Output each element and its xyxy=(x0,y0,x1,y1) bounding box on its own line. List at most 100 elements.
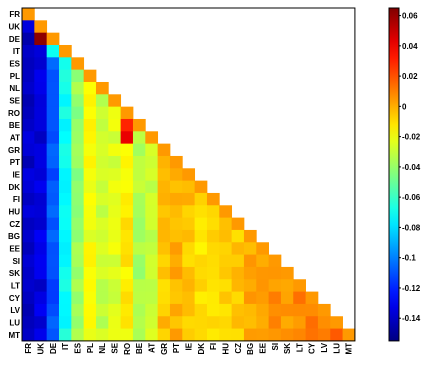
heatmap-cell xyxy=(182,328,196,342)
heatmap-cell xyxy=(46,69,60,83)
heatmap-cell xyxy=(83,254,97,268)
heatmap-cell xyxy=(169,229,183,243)
heatmap-cell xyxy=(219,242,233,255)
heatmap-cell xyxy=(120,143,134,157)
heatmap-cell xyxy=(132,316,146,329)
heatmap-cell xyxy=(34,266,48,280)
heatmap-cell xyxy=(169,254,183,268)
heatmap-cell xyxy=(330,316,343,329)
heatmap-cell xyxy=(132,131,146,145)
heatmap-cell xyxy=(46,266,60,280)
heatmap-cell xyxy=(95,316,109,329)
heatmap-cell xyxy=(22,217,35,231)
heatmap-cell xyxy=(22,279,35,292)
heatmap-cell xyxy=(34,279,48,292)
y-tick-label: NL xyxy=(9,84,20,93)
heatmap-cell xyxy=(71,316,85,329)
heatmap-cell xyxy=(169,205,183,219)
heatmap-cell xyxy=(206,303,220,317)
heatmap-cell xyxy=(256,254,269,268)
heatmap-cell xyxy=(108,143,122,157)
heatmap-cell xyxy=(120,192,134,206)
heatmap-cell xyxy=(22,155,35,169)
heatmap-cell xyxy=(95,155,109,169)
heatmap-cell xyxy=(108,303,122,317)
heatmap-cell xyxy=(182,266,196,280)
x-tick-labels: FR UK DE IT ES PL NL SE RO BE AT GR PT IE DK FI HU CZ BG EE… xyxy=(24,342,354,355)
heatmap-cell xyxy=(206,316,220,329)
heatmap-cell xyxy=(95,279,109,292)
heatmap-cell xyxy=(46,57,60,71)
heatmap-cell xyxy=(83,266,97,280)
heatmap-cell xyxy=(182,254,196,268)
heatmap-cell xyxy=(34,303,48,317)
heatmap-cell xyxy=(34,94,48,108)
heatmap-cell xyxy=(83,316,97,329)
heatmap-cell xyxy=(231,328,245,342)
heatmap-cell xyxy=(243,291,257,305)
y-tick-label: CZ xyxy=(9,220,20,229)
heatmap-cell xyxy=(34,131,48,145)
heatmap-cell xyxy=(132,217,146,231)
heatmap-cell xyxy=(145,291,159,305)
heatmap-cell xyxy=(22,180,35,194)
heatmap-cell xyxy=(169,291,183,305)
heatmap-cell xyxy=(71,180,85,194)
heatmap-cell xyxy=(46,143,60,157)
heatmap-cell xyxy=(280,266,294,280)
heatmap-cell xyxy=(194,217,208,231)
heatmap-cell xyxy=(330,328,343,342)
heatmap-cell xyxy=(108,192,122,206)
heatmap-cell xyxy=(95,291,109,305)
y-tick-labels: FR UK DE IT ES PL NL SE RO BE AT GR PT IE DK FI HU CZ BG EE… xyxy=(8,10,21,340)
heatmap-cell xyxy=(46,180,60,194)
heatmap-cell xyxy=(22,266,35,280)
heatmap-cell xyxy=(157,279,171,292)
heatmap-cell xyxy=(182,316,196,329)
heatmap-cell xyxy=(243,279,257,292)
heatmap-cell xyxy=(34,328,48,342)
heatmap-cell xyxy=(83,180,97,194)
heatmap-cell xyxy=(34,316,48,329)
heatmap-cell xyxy=(219,279,233,292)
heatmap-cell xyxy=(120,328,134,342)
heatmap-cell xyxy=(58,143,72,157)
heatmap-cell xyxy=(95,106,109,120)
heatmap-cell xyxy=(22,106,35,120)
x-tick-label: ES xyxy=(73,342,82,353)
heatmap-cell xyxy=(95,180,109,194)
heatmap-cell xyxy=(22,44,35,58)
heatmap-cell xyxy=(157,229,171,243)
x-tick-label: HU xyxy=(221,343,230,355)
heatmap-cell xyxy=(243,229,257,243)
y-tick-label: LV xyxy=(10,306,20,315)
heatmap-cell xyxy=(83,192,97,206)
heatmap-cell xyxy=(22,291,35,305)
heatmap-cell xyxy=(157,291,171,305)
heatmap-cell xyxy=(231,303,245,317)
heatmap-cell xyxy=(182,180,196,194)
heatmap-cell xyxy=(95,143,109,157)
heatmap-cell xyxy=(157,217,171,231)
x-tick-label: SI xyxy=(271,343,280,351)
heatmap-cell xyxy=(145,180,159,194)
x-tick-label: CZ xyxy=(234,343,243,354)
heatmap-cell xyxy=(58,254,72,268)
heatmap-cell xyxy=(34,205,48,219)
heatmap-cell xyxy=(71,106,85,120)
heatmap-cell xyxy=(71,69,85,83)
heatmap-cell xyxy=(108,217,122,231)
colorbar-tick-label: -0.14 xyxy=(402,314,421,323)
heatmap-cell xyxy=(169,266,183,280)
heatmap-cell xyxy=(95,205,109,219)
heatmap-cell xyxy=(256,291,269,305)
heatmap-cell xyxy=(293,316,306,329)
x-tick-label: LV xyxy=(320,342,329,352)
x-tick-label: PT xyxy=(172,343,181,353)
heatmap-cell xyxy=(22,32,35,46)
heatmap-cell xyxy=(58,217,72,231)
heatmap-cell xyxy=(231,217,245,231)
heatmap-cell xyxy=(95,266,109,280)
heatmap-cell xyxy=(206,229,220,243)
heatmap-cell xyxy=(120,242,134,255)
